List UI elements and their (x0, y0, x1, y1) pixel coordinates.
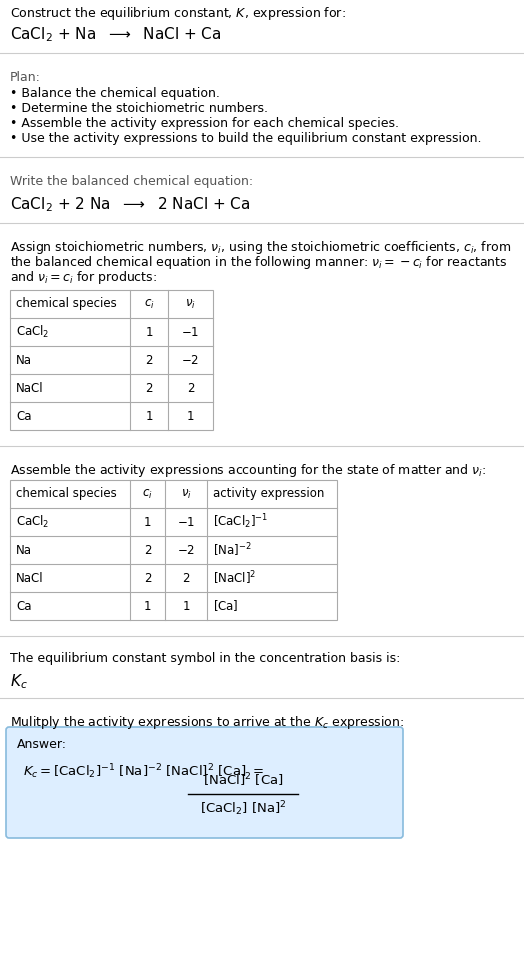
Text: $\nu_i$: $\nu_i$ (181, 487, 191, 500)
Text: $-2$: $-2$ (181, 353, 200, 367)
Text: • Assemble the activity expression for each chemical species.: • Assemble the activity expression for e… (10, 117, 399, 130)
Text: $K_c$: $K_c$ (10, 672, 28, 690)
Text: Ca: Ca (16, 410, 31, 422)
Text: $c_i$: $c_i$ (144, 297, 155, 310)
Text: $[\mathrm{CaCl_2}]^{-1}$: $[\mathrm{CaCl_2}]^{-1}$ (213, 513, 268, 531)
Text: 2: 2 (187, 381, 194, 394)
Text: $[\mathrm{Na}]^{-2}$: $[\mathrm{Na}]^{-2}$ (213, 541, 252, 559)
Text: 2: 2 (144, 571, 151, 584)
Text: Assign stoichiometric numbers, $\nu_i$, using the stoichiometric coefficients, $: Assign stoichiometric numbers, $\nu_i$, … (10, 239, 511, 256)
Text: Write the balanced chemical equation:: Write the balanced chemical equation: (10, 175, 253, 188)
Text: 2: 2 (145, 353, 153, 367)
Text: 1: 1 (187, 410, 194, 422)
Text: The equilibrium constant symbol in the concentration basis is:: The equilibrium constant symbol in the c… (10, 652, 400, 665)
Text: 2: 2 (145, 381, 153, 394)
Text: • Balance the chemical equation.: • Balance the chemical equation. (10, 87, 220, 100)
Text: $[\mathrm{NaCl}]^{2}$: $[\mathrm{NaCl}]^{2}$ (213, 569, 256, 586)
Text: $\mathrm{CaCl_2}$ + 2 Na  $\longrightarrow$  2 NaCl + Ca: $\mathrm{CaCl_2}$ + 2 Na $\longrightarro… (10, 195, 250, 214)
Text: $\mathrm{CaCl_2}$ + Na  $\longrightarrow$  NaCl + Ca: $\mathrm{CaCl_2}$ + Na $\longrightarrow$… (10, 25, 222, 44)
Text: Ca: Ca (16, 600, 31, 612)
Text: $K_c = [\mathrm{CaCl_2}]^{-1}\ [\mathrm{Na}]^{-2}\ [\mathrm{NaCl}]^{2}\ [\mathrm: $K_c = [\mathrm{CaCl_2}]^{-1}\ [\mathrm{… (23, 763, 264, 781)
Text: 1: 1 (182, 600, 190, 612)
Text: • Determine the stoichiometric numbers.: • Determine the stoichiometric numbers. (10, 102, 268, 115)
Text: chemical species: chemical species (16, 298, 117, 310)
Text: $-1$: $-1$ (181, 326, 200, 338)
Text: $-1$: $-1$ (177, 516, 195, 528)
Text: • Use the activity expressions to build the equilibrium constant expression.: • Use the activity expressions to build … (10, 132, 482, 145)
Text: $c_i$: $c_i$ (142, 487, 153, 500)
Text: $[\mathrm{CaCl_2}]\ [\mathrm{Na}]^{2}$: $[\mathrm{CaCl_2}]\ [\mathrm{Na}]^{2}$ (200, 799, 286, 818)
Text: Mulitply the activity expressions to arrive at the $K_c$ expression:: Mulitply the activity expressions to arr… (10, 714, 405, 731)
Bar (10, 290, 213, 430)
Text: 1: 1 (145, 410, 153, 422)
Text: 1: 1 (144, 516, 151, 528)
Bar (10, 480, 337, 620)
Text: $\mathrm{CaCl_2}$: $\mathrm{CaCl_2}$ (16, 324, 49, 340)
Text: Plan:: Plan: (10, 71, 41, 84)
Text: $-2$: $-2$ (177, 543, 195, 557)
Text: Na: Na (16, 353, 32, 367)
Text: $\mathrm{CaCl_2}$: $\mathrm{CaCl_2}$ (16, 514, 49, 530)
Text: 2: 2 (182, 571, 190, 584)
Text: NaCl: NaCl (16, 381, 43, 394)
Text: Assemble the activity expressions accounting for the state of matter and $\nu_i$: Assemble the activity expressions accoun… (10, 462, 486, 479)
Text: 1: 1 (144, 600, 151, 612)
FancyBboxPatch shape (6, 727, 403, 838)
Text: activity expression: activity expression (213, 487, 324, 500)
Text: Answer:: Answer: (17, 738, 67, 751)
Text: Construct the equilibrium constant, $K$, expression for:: Construct the equilibrium constant, $K$,… (10, 5, 346, 22)
Text: NaCl: NaCl (16, 571, 43, 584)
Text: chemical species: chemical species (16, 487, 117, 500)
Text: 2: 2 (144, 543, 151, 557)
Text: the balanced chemical equation in the following manner: $\nu_i = -c_i$ for react: the balanced chemical equation in the fo… (10, 254, 507, 271)
Text: $[\mathrm{Ca}]$: $[\mathrm{Ca}]$ (213, 599, 238, 613)
Text: 1: 1 (145, 326, 153, 338)
Text: $\nu_i$: $\nu_i$ (185, 297, 196, 310)
Text: Na: Na (16, 543, 32, 557)
Text: $[\mathrm{NaCl}]^{2}\ [\mathrm{Ca}]$: $[\mathrm{NaCl}]^{2}\ [\mathrm{Ca}]$ (203, 772, 283, 789)
Text: and $\nu_i = c_i$ for products:: and $\nu_i = c_i$ for products: (10, 269, 157, 286)
